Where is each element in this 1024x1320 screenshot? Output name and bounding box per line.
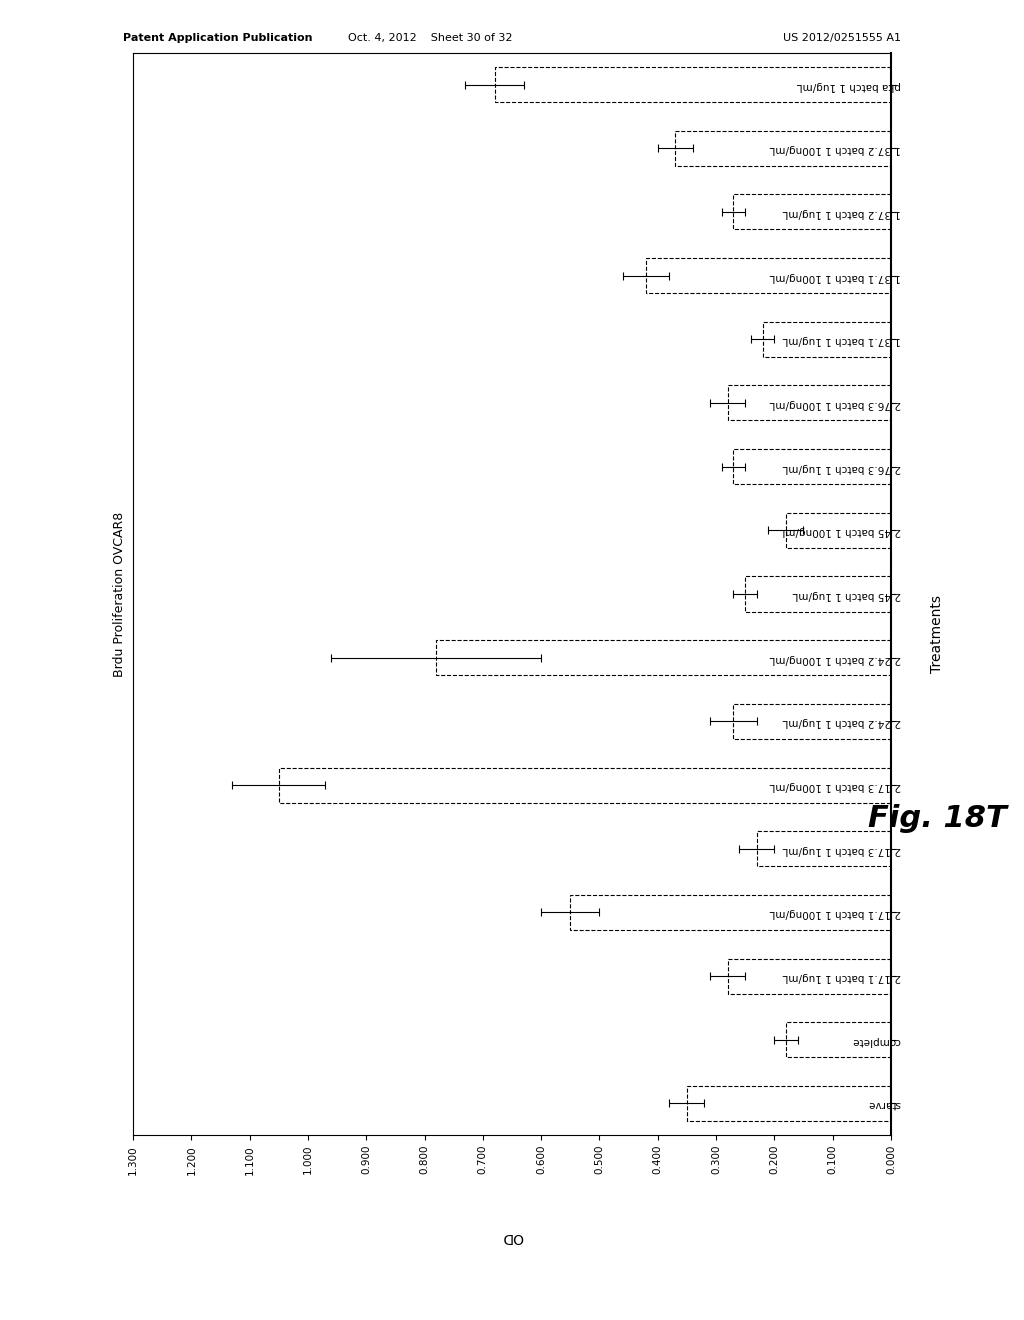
Bar [687, 1086, 891, 1121]
Bar [646, 259, 891, 293]
Text: Oct. 4, 2012    Sheet 30 of 32: Oct. 4, 2012 Sheet 30 of 32 [348, 33, 512, 44]
Bar [436, 640, 891, 675]
Text: Patent Application Publication: Patent Application Publication [123, 33, 312, 44]
Bar [495, 67, 891, 102]
Bar [733, 704, 891, 739]
Bar [745, 577, 891, 611]
Bar [733, 449, 891, 484]
Bar [279, 767, 891, 803]
Bar [570, 895, 891, 929]
Text: US 2012/0251555 A1: US 2012/0251555 A1 [783, 33, 901, 44]
Bar [728, 385, 891, 421]
Bar [728, 958, 891, 994]
Bar [786, 512, 891, 548]
Text: Fig. 18T: Fig. 18T [867, 804, 1007, 833]
Bar [675, 131, 891, 166]
Y-axis label: Brdu Proliferation OVCAR8: Brdu Proliferation OVCAR8 [114, 511, 126, 677]
X-axis label: OD: OD [501, 1230, 523, 1245]
Bar [733, 194, 891, 230]
Bar [786, 1022, 891, 1057]
Bar [757, 832, 891, 866]
Text: Treatments: Treatments [930, 594, 944, 673]
Bar [763, 322, 891, 356]
